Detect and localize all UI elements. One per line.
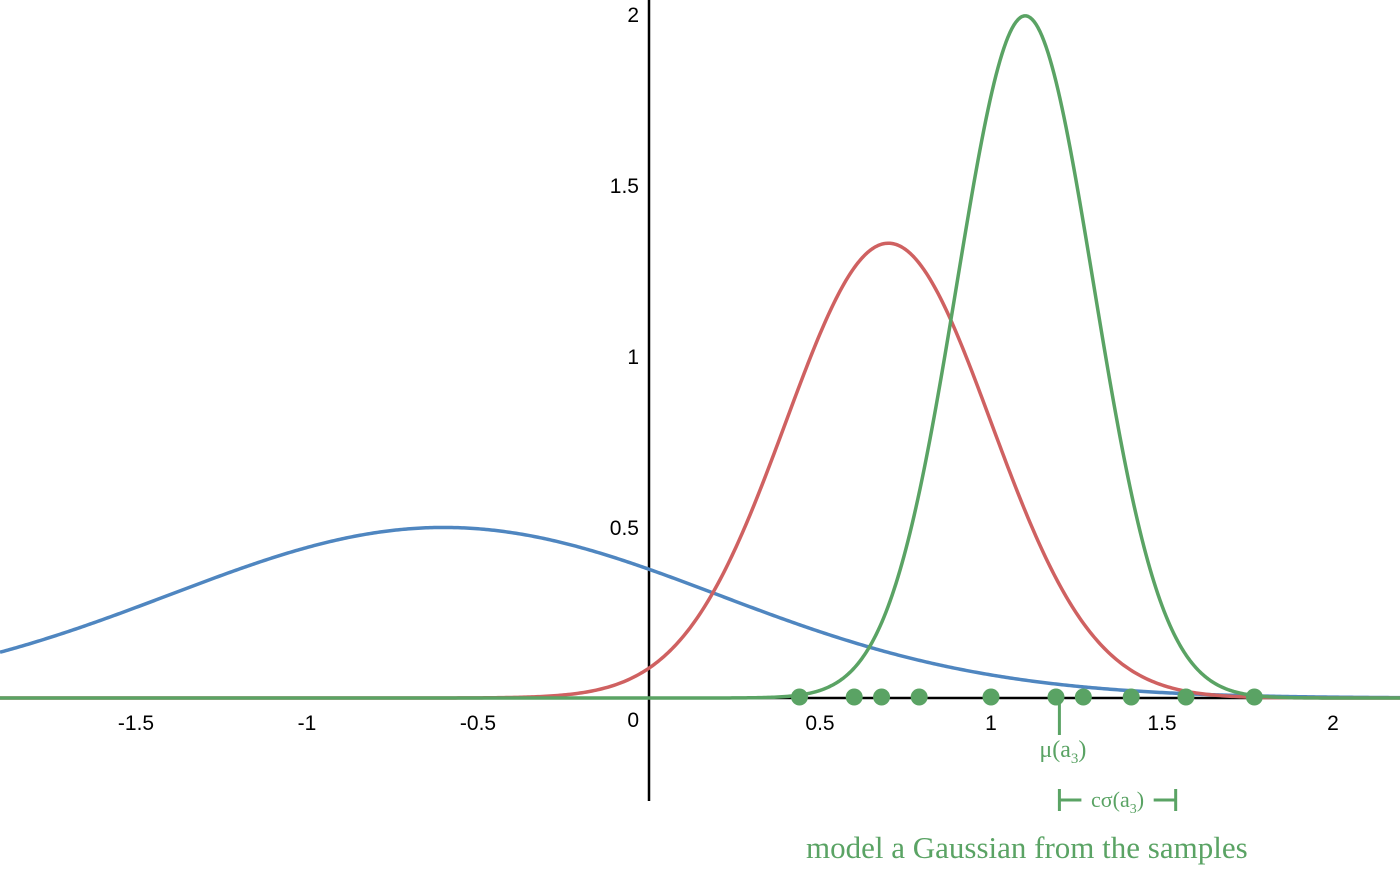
sigma-bracket: cσ(a3): [1057, 787, 1178, 817]
origin-label: 0: [627, 709, 639, 732]
series-2-curve: [0, 241, 1400, 700]
caption: model a Gaussian from the samples: [806, 830, 1248, 865]
sample-point: [982, 688, 1000, 706]
y-tick-label: 1.5: [610, 175, 639, 198]
x-tick-label: 2: [1327, 712, 1339, 735]
sample-point: [1074, 688, 1092, 706]
sample-point: [790, 688, 808, 706]
sample-point: [1245, 688, 1263, 706]
annotations: μ(a3) cσ(a3) model a Gaussian from the s…: [806, 698, 1248, 865]
sigma-bracket-label: cσ(a3): [1091, 787, 1144, 817]
x-tick-label: -1: [298, 712, 317, 735]
axes: [0, 0, 1400, 801]
x-tick-label: 0.5: [805, 712, 834, 735]
mean-marker-label: μ(a3): [1039, 737, 1086, 767]
series-3-curve: [0, 14, 1400, 700]
x-tick-label: -0.5: [460, 712, 496, 735]
x-tick-label: 1.5: [1147, 712, 1176, 735]
sample-point: [1122, 688, 1140, 706]
y-tick-label: 1: [627, 346, 639, 369]
tick-labels: -1.5 -1 -0.5 0.5 1 1.5 2 0.5 1 1.5 2 0: [118, 4, 1339, 735]
y-tick-label: 2: [627, 4, 639, 27]
sample-point: [1177, 688, 1195, 706]
x-tick-label: 1: [985, 712, 997, 735]
sample-point: [873, 688, 891, 706]
y-tick-label: 0.5: [610, 517, 639, 540]
sample-point: [910, 688, 928, 706]
x-tick-label: -1.5: [118, 712, 154, 735]
curves: [0, 14, 1400, 700]
series-1-curve: [0, 525, 1400, 700]
sample-point: [845, 688, 863, 706]
sample-point: [1047, 688, 1065, 706]
